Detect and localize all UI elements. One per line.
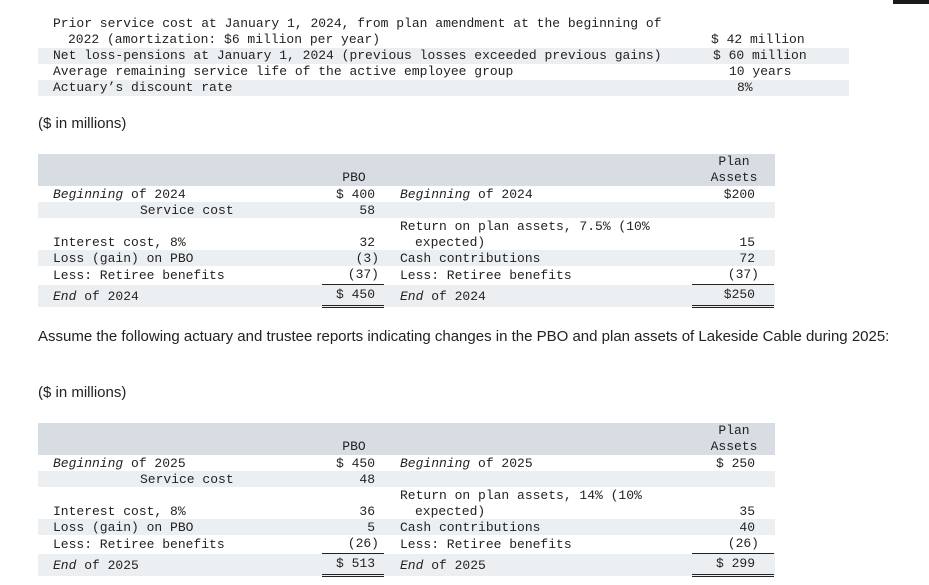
cash-contributions-value: 72	[739, 251, 755, 266]
pbo-header: PBO	[342, 439, 366, 454]
pbo-beginning-label: Beginning of 2025	[53, 456, 186, 471]
service-cost-value: 48	[359, 472, 375, 487]
retiree-benefits-label: Less: Retiree benefits	[53, 537, 225, 552]
row-shade	[38, 471, 775, 487]
pbo-header: PBO	[342, 170, 366, 185]
service-cost-value: 58	[359, 203, 375, 218]
total-double-rule	[322, 305, 384, 308]
retiree-benefits-label: Less: Retiree benefits	[400, 268, 572, 283]
assets-end-label: End of 2024	[400, 289, 486, 304]
interest-cost-label: Interest cost, 8%	[53, 235, 186, 250]
retiree-benefits-value: (37)	[727, 267, 759, 282]
pbo-end-label: End of 2025	[53, 558, 139, 573]
pbo-end-label: End of 2024	[53, 289, 139, 304]
window-corner-bar	[893, 0, 929, 4]
pbo-end-value: $ 513	[335, 556, 375, 571]
discount-rate-value: 8%	[737, 80, 753, 95]
total-double-rule	[322, 574, 384, 577]
plan-assets-header-line1: Plan	[718, 423, 750, 438]
row-shade	[38, 554, 775, 576]
return-on-assets-label-line2: expected)	[415, 235, 486, 250]
subtotal-rule	[322, 284, 384, 285]
assets-end-label: End of 2025	[400, 558, 486, 573]
assets-end-value: $250	[723, 287, 755, 302]
plan-assets-header-line1: Plan	[718, 154, 750, 169]
retiree-benefits-label: Less: Retiree benefits	[400, 537, 572, 552]
interest-cost-value: 36	[359, 504, 375, 519]
retiree-benefits-value: (37)	[347, 267, 379, 282]
cash-contributions-value: 40	[739, 520, 755, 535]
retiree-benefits-value: (26)	[347, 536, 379, 551]
retiree-benefits-value: (26)	[727, 536, 759, 551]
return-on-assets-label-line2: expected)	[415, 504, 486, 519]
interest-cost-label: Interest cost, 8%	[53, 504, 186, 519]
row-shade	[38, 80, 849, 96]
service-cost-label: Service cost	[140, 472, 234, 487]
assumption-paragraph: Assume the following actuary and trustee…	[38, 328, 890, 345]
row-shade	[38, 250, 775, 266]
pbo-end-value: $ 450	[335, 287, 375, 302]
loss-gain-label: Loss (gain) on PBO	[53, 251, 194, 266]
total-double-rule	[692, 305, 774, 308]
cash-contributions-label: Cash contributions	[400, 251, 541, 266]
prior-service-cost-label-line2: 2022 (amortization: $6 million per year)	[68, 32, 381, 47]
assets-beginning-value: $ 250	[715, 456, 755, 471]
total-double-rule	[692, 574, 774, 577]
service-cost-label: Service cost	[140, 203, 234, 218]
assets-end-value: $ 299	[715, 556, 755, 571]
pbo-beginning-label: Beginning of 2024	[53, 187, 186, 202]
retiree-benefits-label: Less: Retiree benefits	[53, 268, 225, 283]
row-shade	[38, 285, 775, 307]
return-on-assets-value: 35	[739, 504, 755, 519]
units-note: ($ in millions)	[38, 384, 127, 401]
pbo-beginning-value: $ 400	[335, 187, 375, 202]
plan-assets-header-line2: Assets	[710, 170, 758, 185]
return-on-assets-label-line1: Return on plan assets, 7.5% (10%	[400, 219, 650, 234]
net-loss-label: Net loss-pensions at January 1, 2024 (pr…	[53, 48, 662, 63]
return-on-assets-label-line1: Return on plan assets, 14% (10%	[400, 488, 642, 503]
table-header-band	[38, 154, 775, 186]
service-life-label: Average remaining service life of the ac…	[53, 64, 514, 79]
subtotal-rule	[692, 553, 774, 554]
assets-beginning-label: Beginning of 2025	[400, 456, 533, 471]
prior-service-cost-value: $ 42 million	[711, 32, 805, 47]
pbo-beginning-value: $ 450	[335, 456, 375, 471]
row-shade	[38, 519, 775, 535]
loss-gain-label: Loss (gain) on PBO	[53, 520, 194, 535]
net-loss-value: $ 60 million	[713, 48, 807, 63]
table-header-band	[38, 423, 775, 455]
discount-rate-label: Actuary’s discount rate	[53, 80, 233, 95]
service-life-value: 10 years	[729, 64, 792, 79]
assets-beginning-label: Beginning of 2024	[400, 187, 533, 202]
assets-beginning-value: $200	[723, 187, 755, 202]
return-on-assets-value: 15	[739, 235, 755, 250]
row-shade	[38, 48, 849, 64]
interest-cost-value: 32	[359, 235, 375, 250]
subtotal-rule	[692, 284, 774, 285]
loss-gain-value: 5	[367, 520, 375, 535]
plan-assets-header-line2: Assets	[710, 439, 758, 454]
subtotal-rule	[322, 553, 384, 554]
loss-gain-value: (3)	[355, 251, 379, 266]
units-note: ($ in millions)	[38, 115, 127, 132]
prior-service-cost-label-line1: Prior service cost at January 1, 2024, f…	[53, 16, 662, 31]
cash-contributions-label: Cash contributions	[400, 520, 541, 535]
row-shade	[38, 202, 775, 218]
